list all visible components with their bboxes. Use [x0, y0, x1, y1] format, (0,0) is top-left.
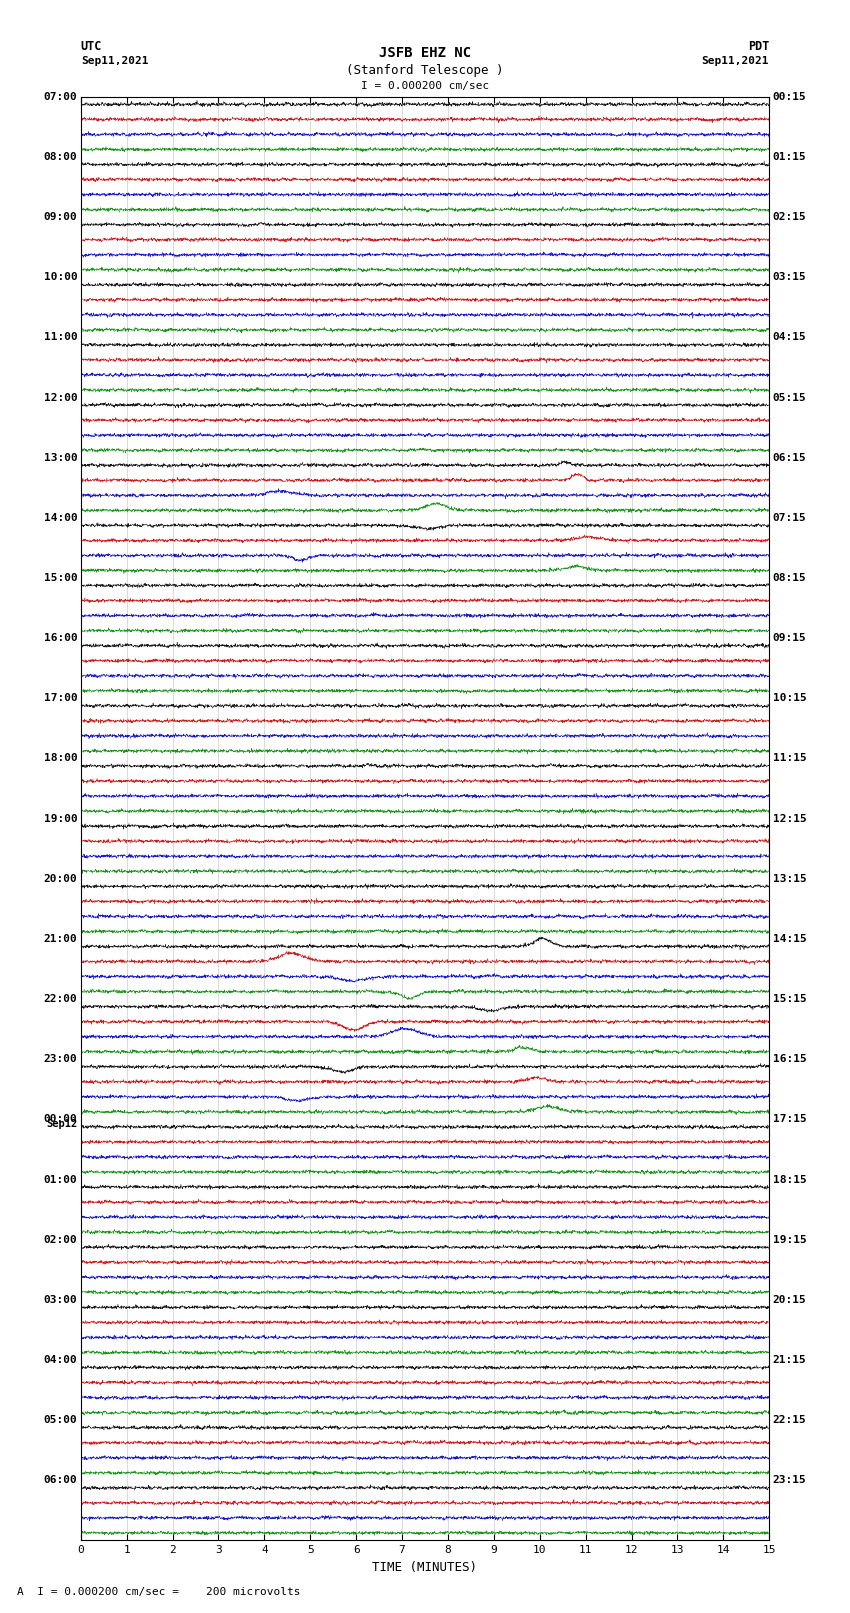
Text: UTC: UTC [81, 40, 102, 53]
Text: 13:15: 13:15 [773, 874, 807, 884]
Text: 17:15: 17:15 [773, 1115, 807, 1124]
Text: 06:00: 06:00 [43, 1476, 77, 1486]
Text: 01:00: 01:00 [43, 1174, 77, 1184]
Text: 20:00: 20:00 [43, 874, 77, 884]
Text: 15:00: 15:00 [43, 573, 77, 582]
Text: 07:15: 07:15 [773, 513, 807, 523]
Text: A  I = 0.000200 cm/sec =    200 microvolts: A I = 0.000200 cm/sec = 200 microvolts [17, 1587, 301, 1597]
Text: 14:00: 14:00 [43, 513, 77, 523]
Text: 16:00: 16:00 [43, 634, 77, 644]
Text: 12:00: 12:00 [43, 392, 77, 403]
Text: 00:00: 00:00 [43, 1115, 77, 1124]
Text: 05:00: 05:00 [43, 1415, 77, 1426]
Text: 19:00: 19:00 [43, 813, 77, 824]
Text: 15:15: 15:15 [773, 994, 807, 1003]
Text: PDT: PDT [748, 40, 769, 53]
Text: 08:15: 08:15 [773, 573, 807, 582]
Text: Sep11,2021: Sep11,2021 [81, 56, 148, 66]
Text: 19:15: 19:15 [773, 1234, 807, 1245]
Text: 13:00: 13:00 [43, 453, 77, 463]
Text: (Stanford Telescope ): (Stanford Telescope ) [346, 63, 504, 77]
Text: 08:00: 08:00 [43, 152, 77, 161]
Text: I = 0.000200 cm/sec: I = 0.000200 cm/sec [361, 81, 489, 90]
Text: 14:15: 14:15 [773, 934, 807, 944]
Text: 04:00: 04:00 [43, 1355, 77, 1365]
Text: 07:00: 07:00 [43, 92, 77, 102]
Text: 21:00: 21:00 [43, 934, 77, 944]
Text: 18:00: 18:00 [43, 753, 77, 763]
Text: 02:00: 02:00 [43, 1234, 77, 1245]
Text: 22:00: 22:00 [43, 994, 77, 1003]
Text: 03:00: 03:00 [43, 1295, 77, 1305]
Text: Sep12: Sep12 [46, 1119, 77, 1129]
Text: 21:15: 21:15 [773, 1355, 807, 1365]
Text: Sep11,2021: Sep11,2021 [702, 56, 769, 66]
Text: 11:00: 11:00 [43, 332, 77, 342]
Text: 20:15: 20:15 [773, 1295, 807, 1305]
Text: 05:15: 05:15 [773, 392, 807, 403]
Text: 04:15: 04:15 [773, 332, 807, 342]
Text: 12:15: 12:15 [773, 813, 807, 824]
Text: 10:15: 10:15 [773, 694, 807, 703]
Text: 00:15: 00:15 [773, 92, 807, 102]
Text: 09:15: 09:15 [773, 634, 807, 644]
Text: 22:15: 22:15 [773, 1415, 807, 1426]
Text: JSFB EHZ NC: JSFB EHZ NC [379, 47, 471, 60]
Text: 16:15: 16:15 [773, 1055, 807, 1065]
Text: 23:00: 23:00 [43, 1055, 77, 1065]
Text: 02:15: 02:15 [773, 211, 807, 223]
Text: 09:00: 09:00 [43, 211, 77, 223]
Text: 17:00: 17:00 [43, 694, 77, 703]
Text: 01:15: 01:15 [773, 152, 807, 161]
Text: 06:15: 06:15 [773, 453, 807, 463]
Text: 11:15: 11:15 [773, 753, 807, 763]
Text: 10:00: 10:00 [43, 273, 77, 282]
Text: 23:15: 23:15 [773, 1476, 807, 1486]
Text: 18:15: 18:15 [773, 1174, 807, 1184]
Text: 03:15: 03:15 [773, 273, 807, 282]
X-axis label: TIME (MINUTES): TIME (MINUTES) [372, 1561, 478, 1574]
